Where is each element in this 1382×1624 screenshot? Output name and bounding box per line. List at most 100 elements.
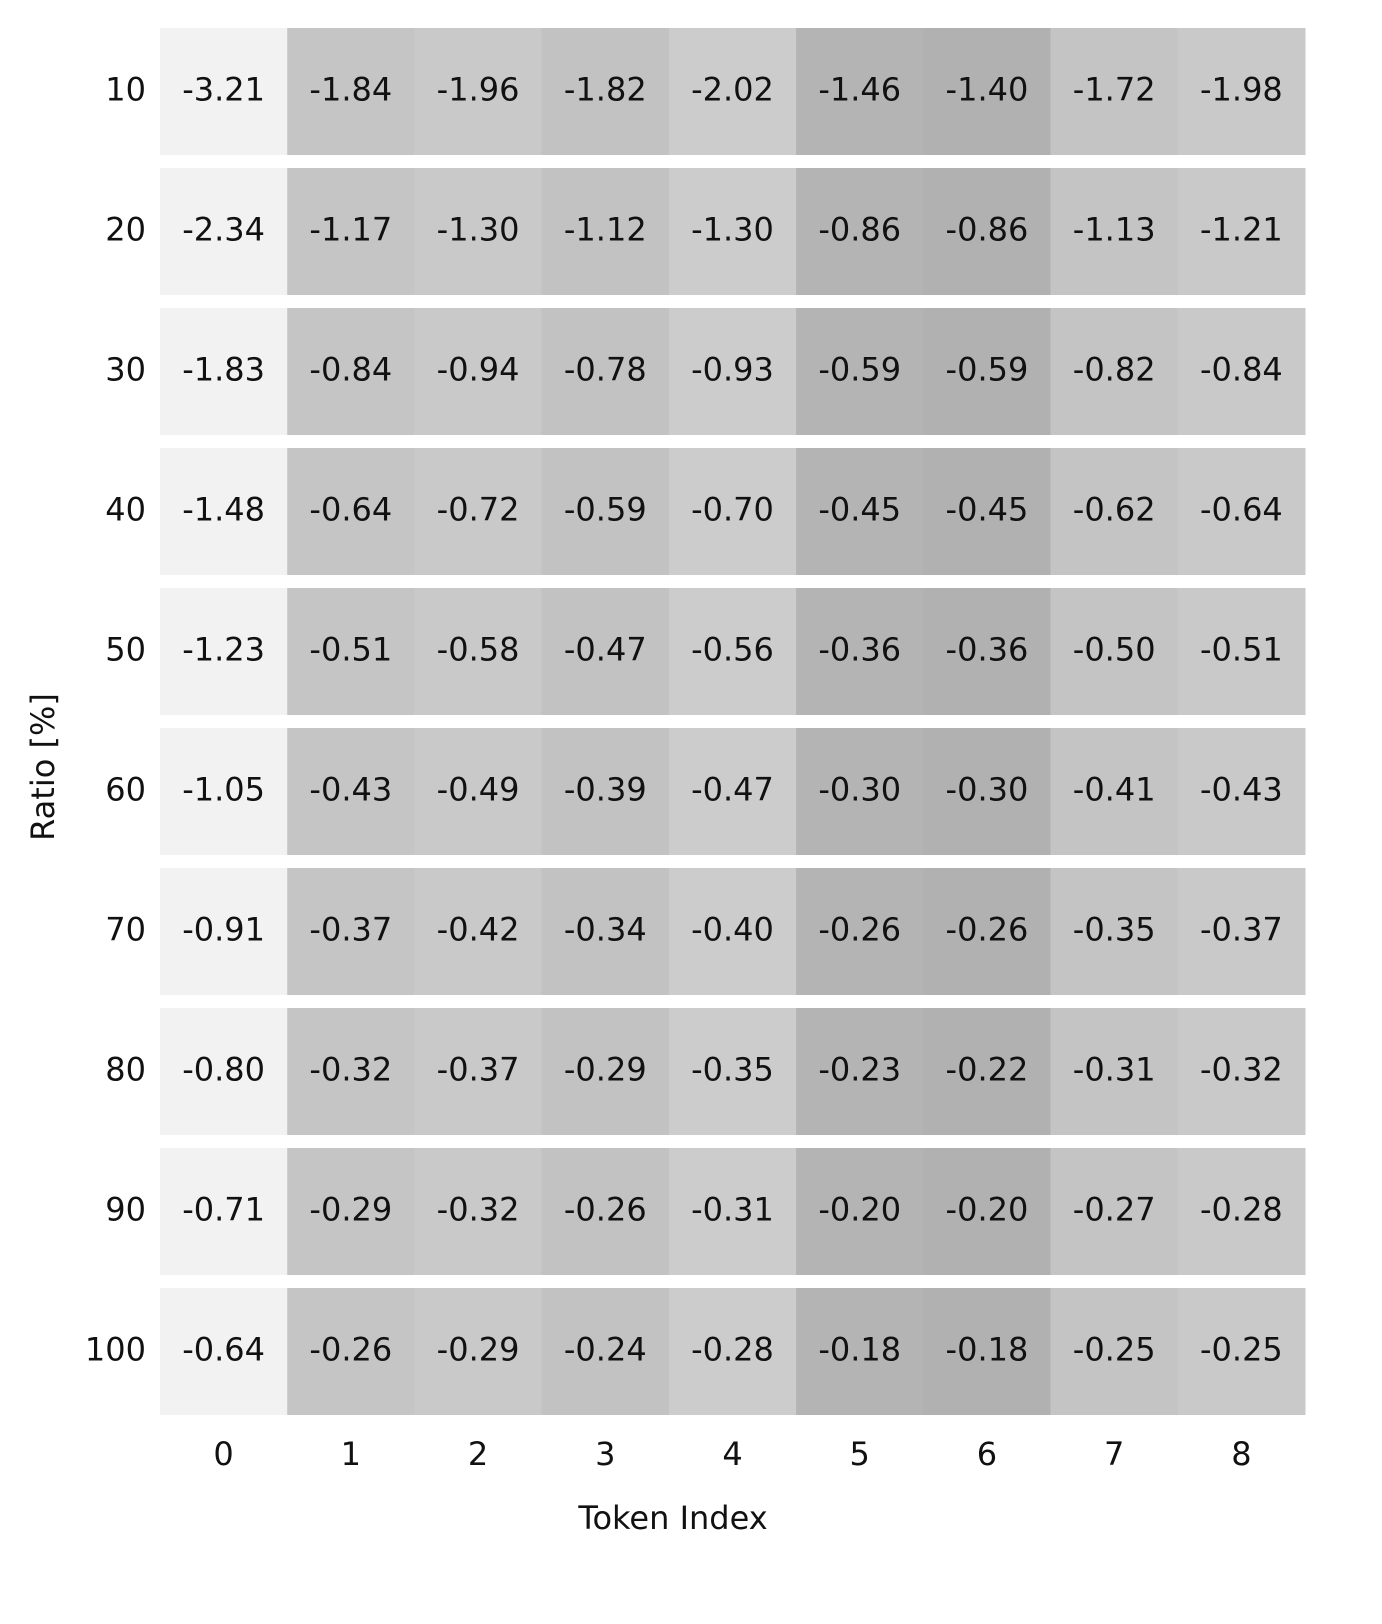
- cell-label: -0.20: [818, 1191, 901, 1229]
- y-tick-label: 100: [85, 1331, 146, 1369]
- cell-label: -0.45: [818, 491, 901, 529]
- heatmap-cell: [287, 588, 415, 715]
- cell-label: -0.84: [309, 351, 392, 389]
- cell-label: -0.37: [1200, 911, 1283, 949]
- y-tick-label: 30: [105, 351, 146, 389]
- heatmap-cell: [796, 28, 924, 155]
- heatmap-cell: [541, 728, 670, 855]
- cell-label: -0.43: [309, 771, 392, 809]
- heatmap-cell: [414, 868, 543, 995]
- heatmap-cell: [923, 1288, 1052, 1415]
- cell-label: -0.23: [818, 1051, 901, 1089]
- cell-label: -0.78: [564, 351, 647, 389]
- cell-label: -1.12: [564, 211, 647, 249]
- heatmap-cell: [923, 1008, 1052, 1135]
- cell-label: -0.59: [818, 351, 901, 389]
- cell-label: -1.46: [818, 71, 901, 109]
- heatmap-cell: [923, 168, 1052, 295]
- heatmap-cell: [414, 168, 543, 295]
- cell-label: -0.20: [946, 1191, 1029, 1229]
- cell-label: -0.42: [437, 911, 520, 949]
- heatmap-cell: [160, 308, 288, 435]
- heatmap-cell: [1050, 1288, 1179, 1415]
- heatmap-cell: [1050, 588, 1179, 715]
- y-tick-label: 70: [105, 911, 146, 949]
- cell-label: -0.40: [691, 911, 774, 949]
- cell-label: -0.64: [1200, 491, 1283, 529]
- heatmap-cell: [541, 1288, 670, 1415]
- cell-label: -0.47: [564, 631, 647, 669]
- cell-label: -0.82: [1073, 351, 1156, 389]
- cell-label: -0.93: [691, 351, 774, 389]
- heatmap-cell: [668, 588, 797, 715]
- cell-label: -0.35: [691, 1051, 774, 1089]
- heatmap-cell: [796, 588, 924, 715]
- cell-label: -0.24: [564, 1331, 647, 1369]
- cell-label: -0.91: [182, 911, 265, 949]
- x-tick-label: 8: [1231, 1435, 1251, 1473]
- heatmap-cell: [923, 588, 1052, 715]
- cell-label: -0.72: [437, 491, 520, 529]
- cell-label: -0.49: [437, 771, 520, 809]
- cell-label: -1.48: [182, 491, 265, 529]
- cell-label: -0.32: [437, 1191, 520, 1229]
- cell-label: -0.25: [1073, 1331, 1156, 1369]
- heatmap-cell: [287, 868, 415, 995]
- heatmap-cell: [414, 1008, 543, 1135]
- heatmap-cell: [1050, 1148, 1179, 1275]
- cell-label: -1.72: [1073, 71, 1156, 109]
- cell-label: -0.86: [946, 211, 1029, 249]
- heatmap-cell: [923, 728, 1052, 855]
- x-tick-label: 7: [1104, 1435, 1124, 1473]
- heatmap-cell: [541, 1008, 670, 1135]
- heatmap-cell: [1177, 588, 1306, 715]
- heatmap-cell: [923, 308, 1052, 435]
- heatmap-cell: [923, 448, 1052, 575]
- heatmap-cell: [1050, 1008, 1179, 1135]
- heatmap-cell: [160, 168, 288, 295]
- heatmap-cell: [796, 868, 924, 995]
- cell-label: -3.21: [182, 71, 265, 109]
- y-tick-label: 40: [105, 491, 146, 529]
- y-tick-label: 90: [105, 1191, 146, 1229]
- cell-label: -0.26: [564, 1191, 647, 1229]
- heatmap-cell: [1177, 28, 1306, 155]
- heatmap-cell: [160, 28, 288, 155]
- heatmap-cell: [160, 448, 288, 575]
- cell-label: -0.37: [437, 1051, 520, 1089]
- heatmap-cell: [541, 588, 670, 715]
- cell-label: -0.70: [691, 491, 774, 529]
- cell-label: -0.18: [946, 1331, 1029, 1369]
- heatmap-cell: [287, 1008, 415, 1135]
- heatmap-cell: [1177, 728, 1306, 855]
- heatmap-cell: [414, 1288, 543, 1415]
- heatmap-cell: [668, 448, 797, 575]
- cell-label: -0.43: [1200, 771, 1283, 809]
- cell-label: -0.59: [564, 491, 647, 529]
- y-axis-label: Ratio [%]: [24, 693, 62, 841]
- y-tick-label: 10: [105, 71, 146, 109]
- heatmap-cell: [1177, 1148, 1306, 1275]
- cell-label: -0.84: [1200, 351, 1283, 389]
- cell-label: -1.13: [1073, 211, 1156, 249]
- heatmap-cell: [160, 1148, 288, 1275]
- heatmap-cell: [796, 728, 924, 855]
- heatmap-cell: [287, 28, 415, 155]
- y-tick-label: 80: [105, 1051, 146, 1089]
- heatmap-cell: [160, 868, 288, 995]
- heatmap-cell: [541, 868, 670, 995]
- cell-label: -0.26: [818, 911, 901, 949]
- cell-label: -1.82: [564, 71, 647, 109]
- heatmap-cell: [668, 28, 797, 155]
- heatmap-cell: [160, 1008, 288, 1135]
- heatmap-cell: [1050, 28, 1179, 155]
- cell-label: -0.29: [564, 1051, 647, 1089]
- cell-label: -0.37: [309, 911, 392, 949]
- heatmap-cell: [541, 168, 670, 295]
- heatmap-cell: [160, 1288, 288, 1415]
- x-tick-label: 0: [213, 1435, 233, 1473]
- cell-label: -0.26: [946, 911, 1029, 949]
- cell-label: -0.18: [818, 1331, 901, 1369]
- cell-label: -1.96: [437, 71, 520, 109]
- cell-label: -2.34: [182, 211, 265, 249]
